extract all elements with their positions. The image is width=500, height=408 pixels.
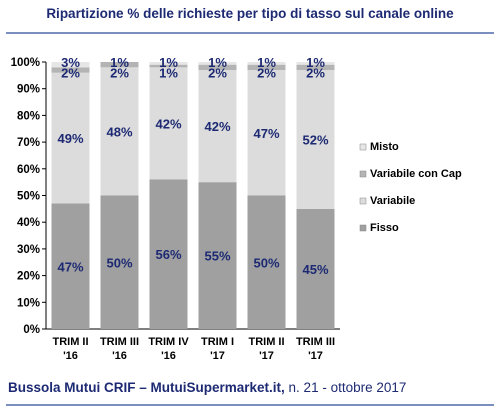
data-label: 56% xyxy=(155,247,181,262)
data-label: 1% xyxy=(306,55,325,70)
data-label: 1% xyxy=(110,55,129,70)
x-tick-label: TRIM II xyxy=(248,336,284,348)
x-tick-label: '17 xyxy=(308,350,323,362)
bar-segment xyxy=(198,62,237,65)
chart-title: Ripartizione % delle richieste per tipo … xyxy=(46,6,454,21)
data-label: 42% xyxy=(155,116,181,131)
bar-segment xyxy=(51,203,90,329)
bar-segment xyxy=(247,70,286,196)
y-tick-label: 80% xyxy=(17,110,40,122)
bar-segment xyxy=(247,195,286,329)
data-label: 1% xyxy=(257,55,276,70)
data-label: 1% xyxy=(208,55,227,70)
legend-label: Fisso xyxy=(370,222,399,234)
y-tick-label: 70% xyxy=(17,137,40,149)
y-tick-label: 60% xyxy=(17,164,40,176)
x-tick-label: '16 xyxy=(161,350,176,362)
data-label: 1% xyxy=(159,55,178,70)
bottom-divider xyxy=(6,404,494,406)
data-label: 3% xyxy=(61,55,80,70)
x-tick-label: TRIM I xyxy=(201,336,234,348)
bar-segment xyxy=(51,72,90,204)
bar-segment xyxy=(296,70,335,209)
y-tick-label: 0% xyxy=(23,324,40,336)
data-label: 50% xyxy=(253,255,279,270)
y-tick-label: 90% xyxy=(17,84,40,96)
y-tick-label: 100% xyxy=(11,57,40,69)
data-label: 2% xyxy=(110,66,129,81)
top-divider xyxy=(6,32,494,34)
x-tick-label: '17 xyxy=(259,350,274,362)
y-tick-label: 30% xyxy=(17,244,40,256)
data-label: 52% xyxy=(302,132,328,147)
y-tick-label: 10% xyxy=(17,297,40,309)
data-label: 48% xyxy=(106,124,132,139)
data-label: 2% xyxy=(306,66,325,81)
bar-segment xyxy=(296,62,335,65)
data-label: 2% xyxy=(208,66,227,81)
bar-segment xyxy=(51,62,90,68)
x-tick-label: TRIM II xyxy=(52,336,88,348)
x-tick-label: TRIM III xyxy=(296,336,335,348)
legend-label: Variabile xyxy=(370,195,415,207)
legend-swatch xyxy=(359,197,367,205)
bar-segment xyxy=(100,67,139,196)
bar-segment xyxy=(149,179,188,329)
footer: Bussola Mutui CRIF – MutuiSupermarket.it… xyxy=(8,380,406,395)
bar-segment xyxy=(149,67,188,180)
bar-segment xyxy=(100,195,139,329)
footer-issue: n. 21 - ottobre 2017 xyxy=(288,380,407,395)
bar-segment xyxy=(149,64,188,68)
data-label: 50% xyxy=(106,255,132,270)
x-tick-label: TRIM III xyxy=(100,336,139,348)
x-tick-label: '17 xyxy=(210,350,225,362)
bar-segment xyxy=(247,64,286,71)
legend-swatch xyxy=(359,224,367,232)
bar-segment xyxy=(198,182,237,329)
x-tick-label: '16 xyxy=(112,350,127,362)
bar-segment xyxy=(198,70,237,183)
bar-segment xyxy=(198,64,237,71)
bar-segment xyxy=(149,62,188,65)
data-label: 2% xyxy=(257,66,276,81)
x-tick-label: TRIM IV xyxy=(148,336,189,348)
y-tick-label: 20% xyxy=(17,271,40,283)
bar-segment xyxy=(100,62,139,68)
bar-segment xyxy=(296,64,335,71)
data-label: 2% xyxy=(61,66,80,81)
data-label: 47% xyxy=(253,126,279,141)
footer-source: Bussola Mutui CRIF – MutuiSupermarket.it… xyxy=(8,380,285,395)
legend-label: Variabile con Cap xyxy=(370,168,462,180)
y-tick-label: 50% xyxy=(17,191,40,203)
x-tick-label: '16 xyxy=(63,350,78,362)
legend-swatch xyxy=(359,143,367,151)
data-label: 45% xyxy=(302,262,328,277)
legend-label: Misto xyxy=(370,141,399,153)
data-label: 1% xyxy=(159,66,178,81)
data-label: 55% xyxy=(204,249,230,264)
y-tick-label: 40% xyxy=(17,217,40,229)
data-label: 49% xyxy=(57,131,83,146)
bar-segment xyxy=(247,62,286,65)
stacked-bar-chart: 0% 10% 20% 30% 40% 50% 60% 70% 80% 90% 100% 47% 49% 2… xyxy=(11,55,462,362)
bar-segment xyxy=(51,67,90,73)
data-label: 47% xyxy=(57,259,83,274)
bar-segment xyxy=(296,208,335,329)
data-label: 42% xyxy=(204,119,230,134)
legend-swatch xyxy=(359,170,367,178)
